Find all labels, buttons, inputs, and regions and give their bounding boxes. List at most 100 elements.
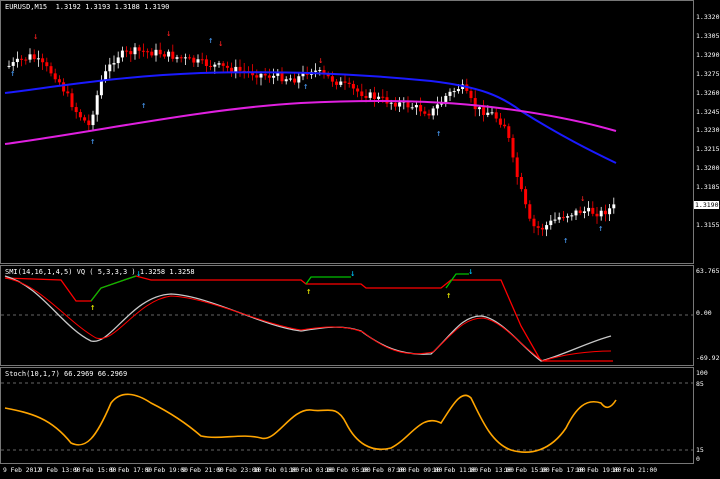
price-axis-tick: 1.3200 <box>696 164 720 173</box>
candle-body <box>398 102 402 107</box>
smi-axis-tick: 63.7657 <box>696 267 720 275</box>
candle-body <box>225 65 229 68</box>
candle-body <box>532 218 536 227</box>
vq-sell-arrow-icon: ↓ <box>350 269 355 279</box>
candle-body <box>578 210 582 213</box>
candle-body <box>314 70 318 72</box>
candle-body <box>45 62 49 67</box>
candle-body <box>414 105 418 108</box>
stoch-axis-tick: 100 <box>696 369 708 377</box>
candle-body <box>209 65 213 67</box>
price-axis-tick: 1.3245 <box>696 107 720 116</box>
candle-body <box>36 58 40 60</box>
vq-buy-arrow-icon: ↑ <box>90 303 95 313</box>
candle-body <box>318 70 322 72</box>
price-axis-tick: 1.3275 <box>696 69 720 78</box>
candle-body <box>524 189 528 205</box>
candle-body <box>536 226 540 228</box>
smi-indicator-pane[interactable]: SMI(14,16,1,4,5) VQ ( 5,3,3,3 ) 1.3258 1… <box>0 265 694 366</box>
candle-body <box>41 58 45 63</box>
candle-body <box>66 91 70 94</box>
smi-axis: 63.7657 0.00 -69.9284 <box>694 265 720 366</box>
candle-body <box>104 71 108 80</box>
candle-body <box>507 126 511 138</box>
stochastic-indicator-pane[interactable]: Stoch(10,1,7) 66.2969 66.2969 <box>0 367 694 464</box>
time-axis-label: 10 Feb 07:00 <box>361 467 407 474</box>
price-axis: 1.3320 1.3305 1.3290 1.3275 1.3260 1.3245 1.32… <box>694 0 720 264</box>
candle-body <box>125 50 129 52</box>
candle-body <box>364 96 368 98</box>
candle-body <box>213 64 217 67</box>
candle-body <box>137 47 141 51</box>
candle-body <box>129 51 133 55</box>
candle-body <box>427 113 431 116</box>
candle-body <box>175 57 179 59</box>
candle-body <box>603 210 607 215</box>
candle-body <box>150 51 154 56</box>
time-axis-label: 10 Feb 01:00 <box>253 467 300 474</box>
candle-body <box>423 111 427 114</box>
price-axis-tick: 1.3215 <box>696 145 720 154</box>
candle-body <box>112 63 116 65</box>
candle-body <box>91 114 95 126</box>
time-axis-label: 9 Feb 13:00 <box>38 467 81 474</box>
stoch-axis-tick: 85 <box>696 380 704 388</box>
candle-body <box>356 88 360 92</box>
candle-body <box>553 219 557 221</box>
candle-body <box>431 108 435 116</box>
candle-body <box>435 104 439 109</box>
candle-body <box>360 91 364 97</box>
candle-body <box>574 210 578 216</box>
ohlc-values: 1.3192 1.3193 1.3188 1.3190 <box>55 3 170 11</box>
candle-body <box>322 70 326 74</box>
current-price-tag: 1.3190 <box>694 201 720 209</box>
candle-body <box>561 217 565 219</box>
price-chart-canvas: ↑ ↑ ↑ ↑ ↑ ↑ ↑ ↑ ↓ ↓ ↓ ↓ ↓ <box>4 29 617 246</box>
candle-body <box>389 102 393 104</box>
candle-body <box>83 117 87 121</box>
candle-body <box>448 91 452 96</box>
vq-buy-arrow-icon: ↑ <box>446 291 451 301</box>
candle-body <box>335 81 339 85</box>
candle-body <box>595 213 599 217</box>
smi-axis-tick: 0.00 <box>696 309 712 317</box>
price-chart-pane[interactable]: EURUSD,M15 1.3192 1.3193 1.3188 1.3190 ↑… <box>0 0 694 264</box>
candle-body <box>519 177 523 190</box>
candle-body <box>11 62 15 66</box>
candle-body <box>238 66 242 71</box>
time-axis-label: 10 Feb 21:00 <box>611 467 658 474</box>
moving-average-fast <box>4 71 617 164</box>
time-axis-label: 10 Feb 19:00 <box>575 467 622 474</box>
candle-body <box>351 83 355 89</box>
candle-body <box>217 63 221 65</box>
time-axis-label: 10 Feb 15:00 <box>504 467 550 474</box>
candle-body <box>570 215 574 217</box>
buy-arrow-icon: ↑ <box>141 101 146 111</box>
candle-body <box>343 81 347 83</box>
time-axis-label: 10 Feb 09:00 <box>396 467 443 474</box>
candle-body <box>108 64 112 72</box>
vq-buy-arrow-icon: ↑ <box>306 287 311 297</box>
time-axis: 9 Feb 2012 9 Feb 13:00 9 Feb 15:00 9 Feb 17… <box>0 464 694 479</box>
candle-body <box>133 47 137 55</box>
candle-body <box>456 89 460 92</box>
buy-arrow-icon: ↑ <box>563 236 568 246</box>
candle-body <box>162 54 166 57</box>
candle-body <box>7 65 11 67</box>
candle-body <box>120 50 124 58</box>
candle-body <box>326 73 330 77</box>
candle-body <box>477 107 481 110</box>
time-axis-label: 10 Feb 05:00 <box>325 467 371 474</box>
symbol-info-label: EURUSD,M15 1.3192 1.3193 1.3188 1.3190 <box>5 3 169 11</box>
candle-body <box>259 73 263 78</box>
candle-body <box>545 225 549 230</box>
time-axis-label: 10 Feb 03:00 <box>289 467 335 474</box>
time-axis-label: 9 Feb 21:00 <box>182 467 224 474</box>
buy-arrow-icon: ↑ <box>10 69 15 79</box>
price-axis-tick: 1.3230 <box>696 126 720 135</box>
candle-body <box>486 112 490 115</box>
candle-body <box>582 211 586 213</box>
candle-body <box>116 57 120 64</box>
candle-body <box>146 51 150 53</box>
stochastic-indicator-canvas <box>1 382 693 453</box>
